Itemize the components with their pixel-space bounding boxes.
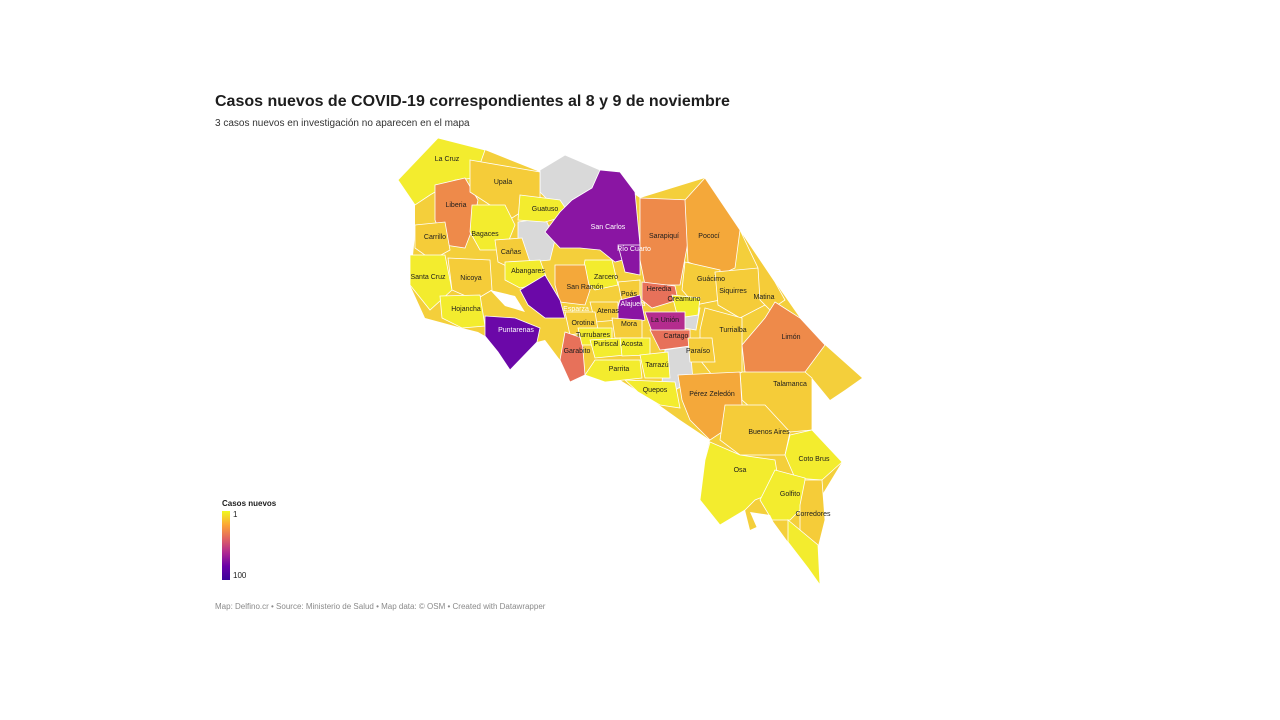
canton-label-heredia: Heredia bbox=[647, 286, 672, 293]
region-heredia bbox=[641, 281, 679, 309]
canton-label-matina: Matina bbox=[753, 294, 774, 301]
region-puntarenas bbox=[484, 315, 541, 371]
canton-label-zarcero: Zarcero bbox=[594, 274, 618, 281]
canton-label-upala: Upala bbox=[494, 179, 512, 186]
region-nicoya bbox=[447, 257, 493, 301]
canton-label-hojancha: Hojancha bbox=[451, 306, 481, 313]
canton-label-bagaces: Bagaces bbox=[471, 231, 499, 238]
source-footer: Map: Delfino.cr • Source: Ministerio de … bbox=[215, 602, 546, 611]
legend-title: Casos nuevos bbox=[222, 499, 277, 508]
gulf-water bbox=[490, 290, 778, 535]
region-talamanca bbox=[739, 371, 813, 433]
canton-label-guatuso: Guatuso bbox=[532, 206, 559, 213]
canton-label-tarrazu: Tarrazú bbox=[645, 362, 668, 369]
canton-label-parrita: Parrita bbox=[609, 366, 630, 373]
region-quepos bbox=[623, 379, 681, 409]
canton-label-canas: Cañas bbox=[501, 249, 522, 256]
region-golfito bbox=[759, 469, 806, 521]
canton-label-puntarenas: Puntarenas bbox=[498, 327, 534, 334]
canton-label-siquirres: Siquirres bbox=[719, 288, 747, 295]
canton-label-quepos: Quepos bbox=[643, 387, 668, 394]
canton-label-esparza: Esparza bbox=[563, 306, 589, 313]
canton-label-carrillo: Carrillo bbox=[424, 234, 446, 241]
canton-label-la-cruz: La Cruz bbox=[435, 156, 460, 163]
canton-label-turrubares: Turrubares bbox=[576, 332, 610, 339]
region-tarrazu bbox=[639, 351, 671, 379]
canton-label-santa-cruz: Santa Cruz bbox=[410, 274, 446, 281]
map-title: Casos nuevos de COVID-19 correspondiente… bbox=[215, 93, 730, 110]
canton-label-guacimo: Guácimo bbox=[697, 276, 725, 283]
legend-color-scale bbox=[222, 511, 230, 580]
region-garabito bbox=[559, 331, 586, 383]
canton-label-puriscal: Puriscal bbox=[594, 341, 619, 348]
canton-label-san-carlos: San Carlos bbox=[591, 224, 626, 231]
canton-label-buenos-aires: Buenos Aires bbox=[748, 429, 790, 436]
region-sarapiqui bbox=[639, 197, 691, 286]
canton-label-alajuela: Alajuela bbox=[621, 301, 646, 308]
legend-max-label: 100 bbox=[233, 571, 247, 580]
region-san-ramon bbox=[554, 264, 591, 306]
legend-min-label: 1 bbox=[233, 510, 238, 519]
region-osa bbox=[699, 441, 781, 526]
canton-label-cartago: Cartago bbox=[664, 333, 689, 340]
region-guacimo bbox=[681, 261, 721, 306]
canton-label-osa: Osa bbox=[734, 467, 747, 474]
canton-label-sarapiqui: Sarapiquí bbox=[649, 233, 679, 240]
region-paraiso bbox=[687, 337, 716, 363]
map-subtitle: 3 casos nuevos en investigación no apare… bbox=[215, 118, 470, 129]
canton-label-limon: Limón bbox=[781, 334, 800, 341]
canton-label-la-union: La Unión bbox=[651, 317, 679, 324]
region-rio-cuarto bbox=[617, 244, 641, 276]
canton-label-golfito: Golfito bbox=[780, 491, 800, 498]
canton-label-perez-zeledon: Pérez Zeledón bbox=[689, 391, 735, 398]
canton-label-orotina: Orotina bbox=[572, 320, 595, 327]
canton-label-corredores: Corredores bbox=[795, 511, 831, 518]
canton-label-poas: Poás bbox=[621, 291, 637, 298]
region-hojancha bbox=[439, 294, 486, 329]
canton-label-oreamuno: Oreamuno bbox=[667, 296, 700, 303]
canton-label-talamanca: Talamanca bbox=[773, 381, 807, 388]
region-pococi bbox=[684, 177, 741, 276]
region-esparza bbox=[519, 274, 566, 319]
canton-label-san-ramon: San Ramón bbox=[567, 284, 604, 291]
canton-label-rio-cuarto: Río Cuarto bbox=[617, 246, 651, 253]
region-siquirres bbox=[714, 267, 766, 319]
canton-label-abangares: Abangares bbox=[511, 268, 545, 275]
canton-label-garabito: Garabito bbox=[564, 348, 591, 355]
canton-label-nicoya: Nicoya bbox=[460, 275, 482, 282]
canton-label-atenas: Atenas bbox=[597, 308, 619, 315]
canton-label-pococi: Pococí bbox=[698, 233, 719, 240]
canton-label-mora: Mora bbox=[621, 321, 637, 328]
canton-label-liberia: Liberia bbox=[445, 202, 466, 209]
canton-label-turrialba: Turrialba bbox=[719, 327, 746, 334]
canton-label-paraiso: Paraíso bbox=[686, 348, 710, 355]
canton-label-acosta: Acosta bbox=[621, 341, 643, 348]
canton-label-coto-brus: Coto Brus bbox=[798, 456, 830, 463]
region-parrita bbox=[584, 359, 643, 383]
region-gulf-lower bbox=[787, 519, 821, 587]
